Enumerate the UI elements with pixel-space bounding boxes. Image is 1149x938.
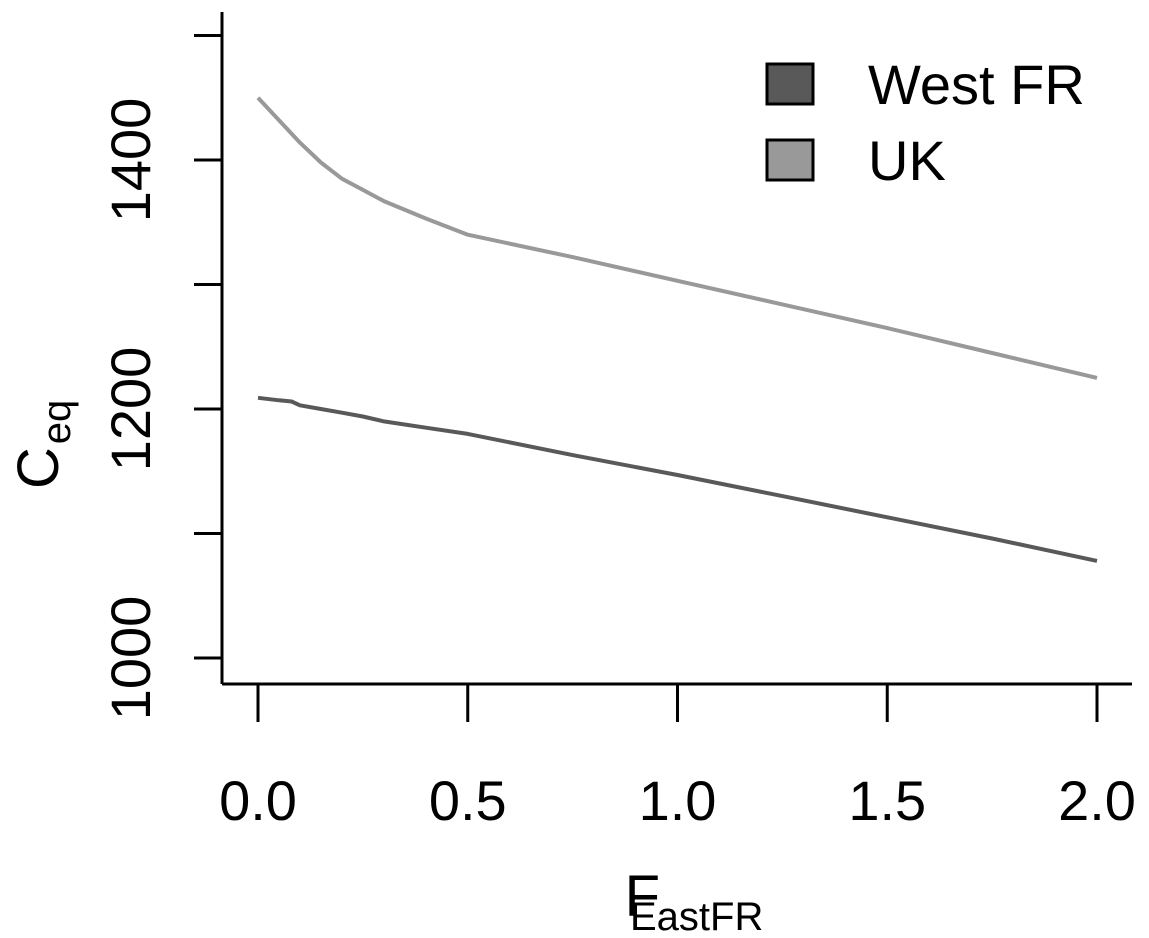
- y-axis-title-subscript: eq: [35, 400, 79, 445]
- y-axis-title: C eq: [6, 400, 79, 489]
- legend-label-uk: UK: [868, 129, 946, 192]
- x-axis-title: F: [625, 864, 660, 929]
- y-tick-label: 1200: [99, 347, 162, 472]
- legend-swatch-west-fr: [765, 62, 815, 106]
- x-tick-label: 2.0: [1058, 769, 1136, 832]
- x-tick-label: 1.5: [848, 769, 926, 832]
- x-tick-label: 0.5: [429, 769, 507, 832]
- y-axis-ticks: 1000 1200 1400: [99, 34, 222, 721]
- y-tick-label: 1400: [99, 98, 162, 223]
- x-axis-title-subscript: EastFR: [630, 895, 763, 938]
- series-lines: [256, 96, 1098, 563]
- x-tick-label: 0.0: [219, 769, 297, 832]
- y-axis-title-main: C: [6, 447, 71, 489]
- legend-swatch-uk: [765, 138, 815, 182]
- y-tick-label: 1000: [99, 596, 162, 721]
- x-tick-label: 1.0: [639, 769, 717, 832]
- x-axis-ticks: 0.0 0.5 1.0 1.5 2.0: [219, 684, 1136, 832]
- legend-label-west-fr: West FR: [868, 53, 1085, 116]
- series-line-uk: [256, 96, 1098, 380]
- series-line-west-fr: [257, 395, 1098, 563]
- legend: West FR UK: [765, 53, 1085, 192]
